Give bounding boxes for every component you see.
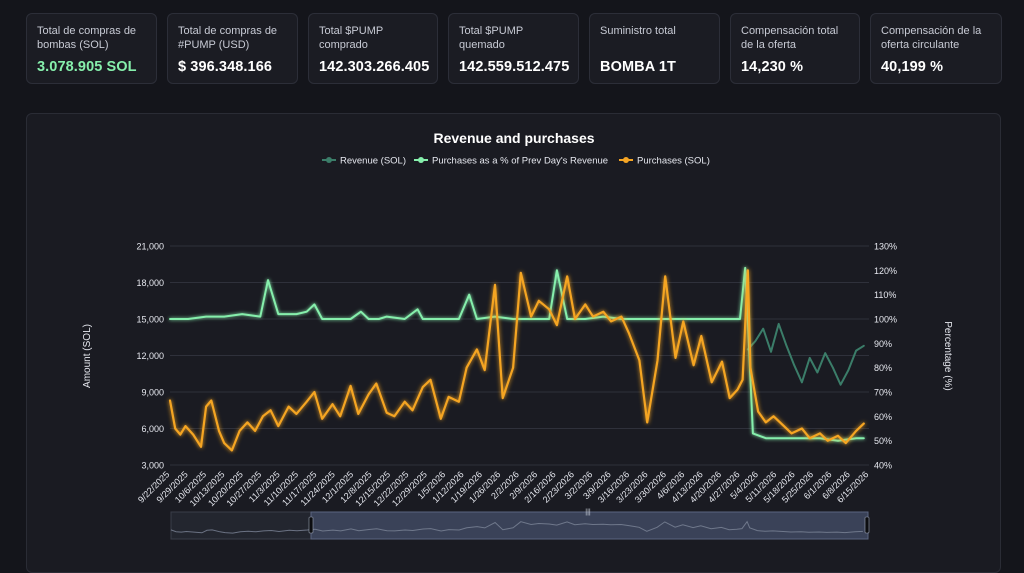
stat-card-total-supply: Suministro total BOMBA 1T [589,13,720,84]
legend-label-revenue: Revenue (SOL) [340,156,406,167]
stat-value: 142.559.512.475 [459,59,570,75]
y2-tick-label: 70% [874,388,892,398]
y2-tick-label: 50% [874,436,892,446]
legend-item-revenue[interactable]: Revenue (SOL) [322,156,406,167]
y-tick-label: 3,000 [141,461,164,471]
slider-grip[interactable]: ||| [585,509,591,516]
stat-value: 142.303.266.405 [319,59,430,75]
legend: Revenue (SOL) Purchases as a % of Prev D… [322,156,710,167]
stat-label: Compensación de la oferta circulante [881,25,982,51]
right-axis: 40% 50% 60% 70% 80% 90% 100% 110% 120% 130% [874,242,897,471]
y2-tick-label: 40% [874,461,892,471]
y2-tick-label: 90% [874,339,892,349]
stat-card-pump-bought: Total $PUMP comprado 142.303.266.405 [308,13,438,84]
x-axis: 9/22/20259/29/202510/6/202510/13/202510/… [136,469,870,508]
y-tick-label: 12,000 [136,351,164,361]
stat-card-circulating-offset: Compensación de la oferta circulante 40,… [870,13,1002,84]
legend-item-pct[interactable]: Purchases as a % of Prev Day's Revenue [414,156,608,167]
stat-card-usd-purchases: Total de compras de #PUMP (USD) $ 396.34… [167,13,298,84]
stat-value: $ 396.348.166 [178,59,273,75]
left-axis: 3,000 6,000 9,000 12,000 15,000 18,000 21,000 [136,242,164,471]
y-axis-label: Amount (SOL) [82,324,93,388]
slider-preview-line [170,520,863,534]
y-tick-label: 21,000 [136,242,164,252]
stat-card-sol-purchases: Total de compras de bombas (SOL) 3.078.9… [26,13,157,84]
y2-tick-label: 80% [874,363,892,373]
stat-label: Total de compras de #PUMP (USD) [178,25,278,51]
y-tick-label: 18,000 [136,278,164,288]
slider-handle-left[interactable] [308,516,314,534]
stat-value: 3.078.905 SOL [37,59,137,75]
slider-handle-right[interactable] [864,516,870,534]
y2-axis-label: Percentage (%) [942,321,953,390]
stat-label: Suministro total [600,25,676,37]
y2-tick-label: 110% [874,290,896,300]
stat-label: Compensación total de la oferta [741,25,839,51]
stats-row: Total de compras de bombas (SOL) 3.078.9… [26,13,1002,87]
series-purchases-line[interactable] [168,269,865,452]
chart-panel: Revenue and purchases Revenue (SOL) Purc… [26,113,1001,573]
slider-selection[interactable] [310,511,869,540]
legend-item-purchases[interactable]: Purchases (SOL) [619,156,710,167]
stat-value: BOMBA 1T [600,59,676,75]
y2-tick-label: 100% [874,315,897,325]
y2-tick-label: 130% [874,242,897,252]
series-revenue-line[interactable] [746,322,865,386]
y2-tick-label: 120% [874,266,897,276]
y-tick-label: 6,000 [141,424,164,434]
stat-card-total-offset: Compensación total de la oferta 14,230 % [730,13,860,84]
series-layer [168,266,865,452]
y2-tick-label: 60% [874,412,892,422]
stat-card-pump-burned: Total $PUMP quemado 142.559.512.475 [448,13,579,84]
stat-label: Total de compras de bombas (SOL) [37,25,137,51]
chart-title: Revenue and purchases [433,130,594,146]
range-slider[interactable]: ||| [170,509,870,540]
y-tick-label: 9,000 [141,388,164,398]
y-tick-label: 15,000 [136,315,164,325]
legend-label-pct: Purchases as a % of Prev Day's Revenue [432,156,608,167]
legend-label-purchases: Purchases (SOL) [637,156,710,167]
stat-label: Total $PUMP comprado [319,25,383,51]
stat-value: 40,199 % [881,59,944,75]
revenue-purchases-chart: Revenue and purchases Revenue (SOL) Purc… [82,130,953,540]
stat-label: Total $PUMP quemado [459,25,523,51]
stat-value: 14,230 % [741,59,804,75]
